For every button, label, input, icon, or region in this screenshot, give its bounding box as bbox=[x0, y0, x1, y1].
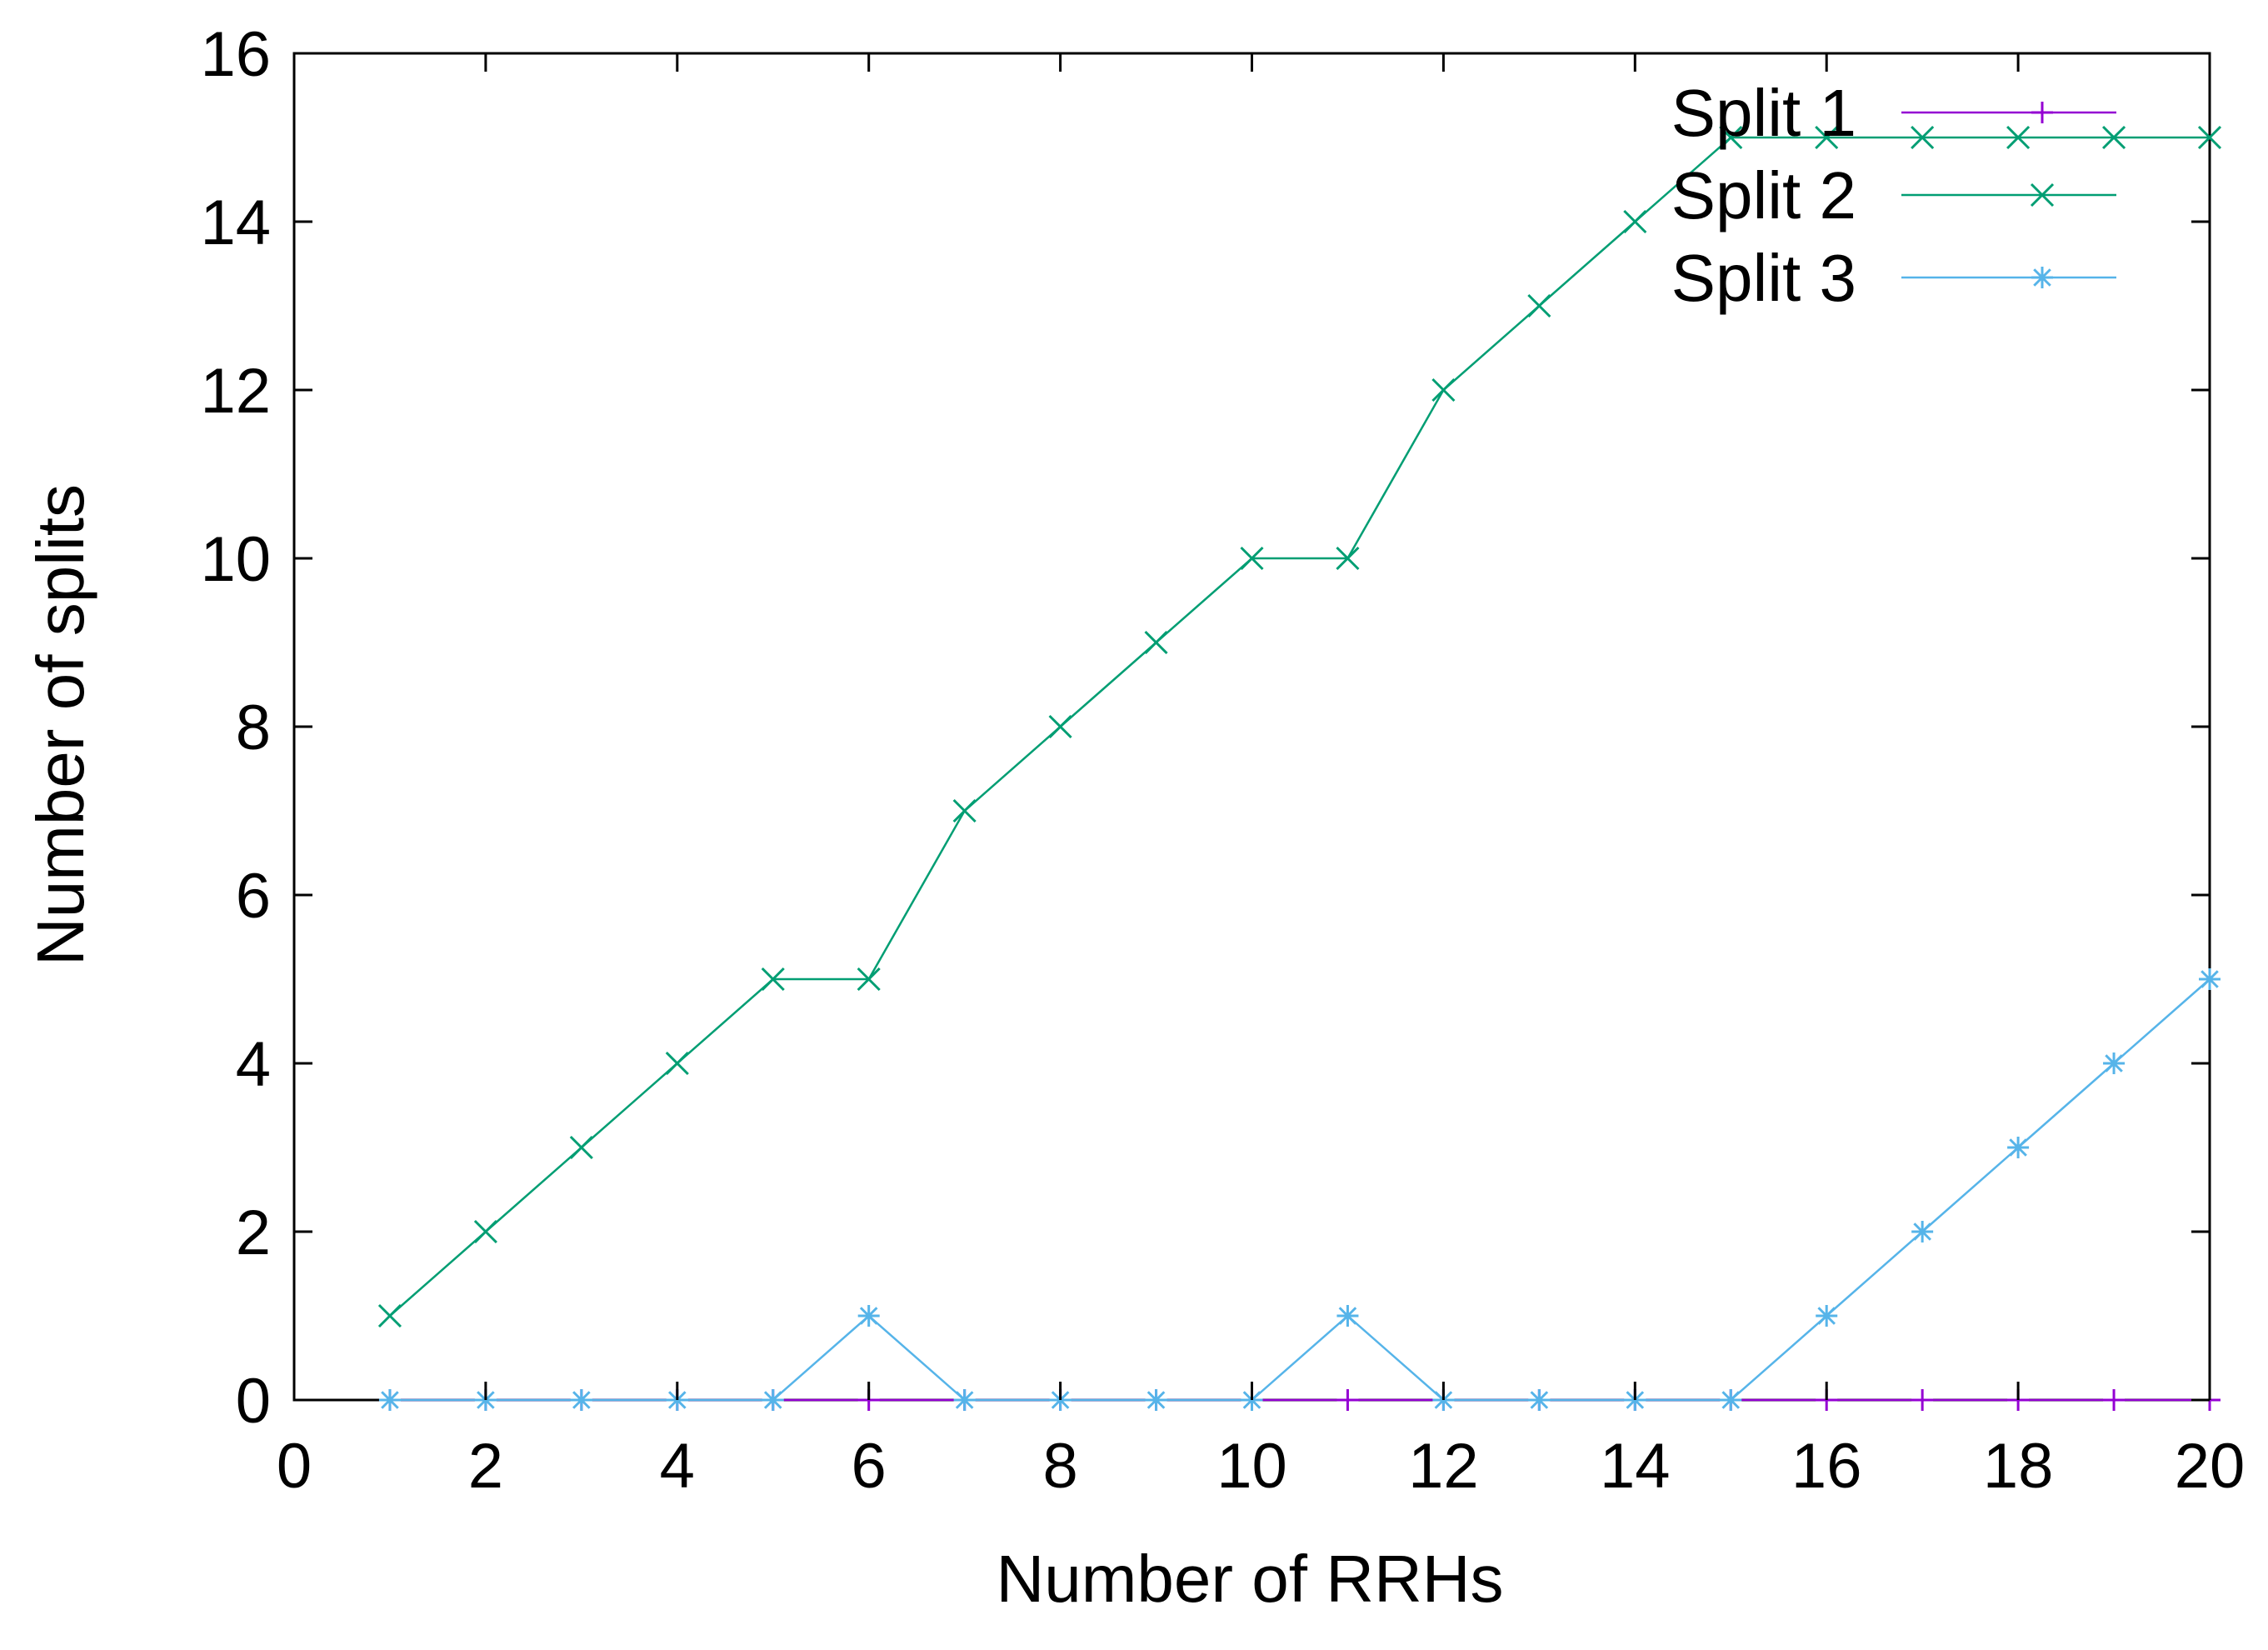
y-axis-label: Number of splits bbox=[23, 484, 97, 966]
plot-border bbox=[292, 52, 2211, 1402]
data-point bbox=[2103, 1389, 2126, 1411]
legend-label: Split 3 bbox=[1671, 241, 1856, 315]
x-tick-label: 18 bbox=[1983, 1431, 2054, 1502]
data-point bbox=[953, 1389, 976, 1411]
data-point bbox=[1336, 1305, 1359, 1327]
y-tick-label: 0 bbox=[236, 1366, 271, 1437]
data-point bbox=[665, 1051, 689, 1076]
data-point bbox=[1719, 125, 1743, 150]
data-point bbox=[1911, 125, 1935, 150]
data-point bbox=[1527, 293, 1551, 318]
axes: 0 2 4 6 8 10 12 14 16 18 20 0 2 4 6 8 10 12 14 16 bbox=[200, 19, 2245, 1502]
data-point bbox=[2197, 125, 2222, 150]
x-tick-label: 20 bbox=[2175, 1431, 2246, 1502]
data-point bbox=[857, 967, 881, 992]
data-point bbox=[1816, 1305, 1838, 1327]
y-tick-label: 6 bbox=[236, 861, 271, 932]
series-2 bbox=[377, 125, 2222, 1328]
x-tick-label: 0 bbox=[277, 1431, 312, 1502]
data-point bbox=[1720, 1389, 1742, 1411]
data-point bbox=[570, 1389, 592, 1411]
y-tick-label: 10 bbox=[200, 524, 271, 595]
y-tick-label: 2 bbox=[236, 1198, 271, 1268]
x-tick-label: 2 bbox=[468, 1431, 503, 1502]
data-point bbox=[762, 1389, 784, 1411]
series-line bbox=[389, 136, 2210, 1317]
data-point bbox=[1145, 1389, 1167, 1411]
legend-label: Split 1 bbox=[1671, 76, 1856, 150]
data-point bbox=[1623, 209, 1647, 234]
series-3 bbox=[378, 968, 2221, 1411]
data-point bbox=[2199, 968, 2221, 990]
y-tick-label: 14 bbox=[200, 188, 271, 258]
series-line bbox=[389, 978, 2211, 1402]
y-tick-label: 4 bbox=[236, 1029, 271, 1100]
legend-swatch-marker bbox=[2031, 102, 2053, 123]
data-point bbox=[1431, 378, 1456, 402]
x-tick-label: 8 bbox=[1042, 1431, 1077, 1502]
data-point bbox=[1336, 546, 1360, 571]
data-point bbox=[952, 798, 977, 823]
plot-area bbox=[292, 52, 2211, 1402]
data-point bbox=[761, 967, 785, 992]
data-point bbox=[857, 1305, 880, 1327]
data-point bbox=[1240, 546, 1264, 571]
y-tick-label: 16 bbox=[200, 19, 271, 90]
x-axis-label: Number of RRHs bbox=[996, 1542, 1503, 1616]
data-point bbox=[473, 1219, 497, 1244]
data-point bbox=[2101, 125, 2126, 150]
legend-swatch-marker bbox=[2030, 182, 2055, 208]
legend: Split 1 Split 2 Split 3 bbox=[1671, 76, 2116, 315]
data-point bbox=[1528, 1389, 1551, 1411]
data-point bbox=[2103, 1052, 2126, 1074]
data-point bbox=[1911, 1221, 1934, 1242]
x-tick-label: 14 bbox=[1600, 1431, 1671, 1502]
legend-swatch-marker bbox=[2031, 267, 2053, 288]
legend-entry: Split 1 bbox=[1671, 76, 2116, 150]
data-point bbox=[378, 1389, 401, 1411]
series-layer bbox=[377, 125, 2222, 1411]
legend-entry: Split 3 bbox=[1671, 241, 2116, 315]
legend-label: Split 2 bbox=[1671, 158, 1856, 232]
legend-entry: Split 2 bbox=[1671, 158, 2116, 232]
x-tick-label: 6 bbox=[852, 1431, 887, 1502]
data-point bbox=[377, 1303, 402, 1328]
data-point bbox=[1815, 125, 1839, 150]
data-point bbox=[1336, 1389, 1359, 1411]
x-tick-label: 10 bbox=[1216, 1431, 1287, 1502]
y-tick-label: 12 bbox=[200, 356, 271, 427]
y-tick-label: 8 bbox=[236, 692, 271, 763]
data-point bbox=[1144, 630, 1168, 655]
data-point bbox=[1048, 714, 1072, 739]
data-point bbox=[2006, 125, 2031, 150]
x-tick-label: 12 bbox=[1408, 1431, 1479, 1502]
data-point bbox=[569, 1135, 593, 1160]
x-tick-label: 16 bbox=[1791, 1431, 1862, 1502]
x-tick-label: 4 bbox=[660, 1431, 695, 1502]
data-point bbox=[1911, 1389, 1934, 1411]
data-point bbox=[2007, 1137, 2030, 1158]
